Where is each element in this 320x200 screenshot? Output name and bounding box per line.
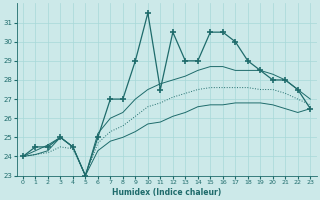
- X-axis label: Humidex (Indice chaleur): Humidex (Indice chaleur): [112, 188, 221, 197]
